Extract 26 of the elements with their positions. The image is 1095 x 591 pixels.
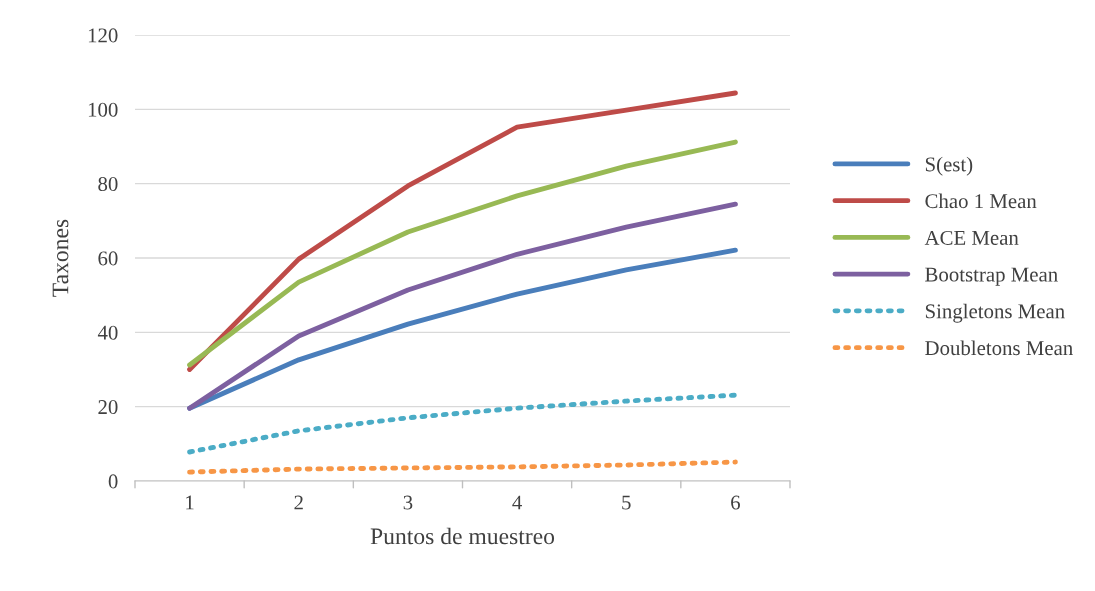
x-tick-label: 1 xyxy=(186,495,194,510)
y-tick-label: 80 xyxy=(98,177,118,192)
x-tick-label: 2 xyxy=(294,495,303,510)
x-axis-title: Puntos de muestreo xyxy=(370,527,555,545)
y-tick-label: 40 xyxy=(97,325,118,340)
x-tick-label: 6 xyxy=(731,495,740,510)
line-series xyxy=(187,90,738,372)
y-axis-title: Taxones xyxy=(52,219,69,297)
legend-label: Singletons Mean xyxy=(925,303,1065,323)
legend-label: Bootstrap Mean xyxy=(925,267,1058,286)
legend-label: Doubletons Mean xyxy=(925,340,1073,356)
y-tick-label: 20 xyxy=(98,400,118,415)
line-series xyxy=(187,459,738,475)
legend-label: ACE Mean xyxy=(924,230,1019,245)
line-series xyxy=(187,139,738,368)
y-tick-label: 120 xyxy=(88,28,118,43)
line-series xyxy=(187,201,738,411)
y-tick-label: 0 xyxy=(108,474,118,489)
x-tick-label: 5 xyxy=(622,495,631,510)
x-tick-label: 3 xyxy=(403,495,413,510)
x-tick-label: 4 xyxy=(512,495,522,510)
line-series xyxy=(187,392,738,455)
legend-label: Chao 1 Mean xyxy=(925,193,1037,209)
y-tick-label: 100 xyxy=(88,102,118,117)
legend-label: S(est) xyxy=(925,156,973,176)
y-tick-label: 60 xyxy=(98,251,118,266)
